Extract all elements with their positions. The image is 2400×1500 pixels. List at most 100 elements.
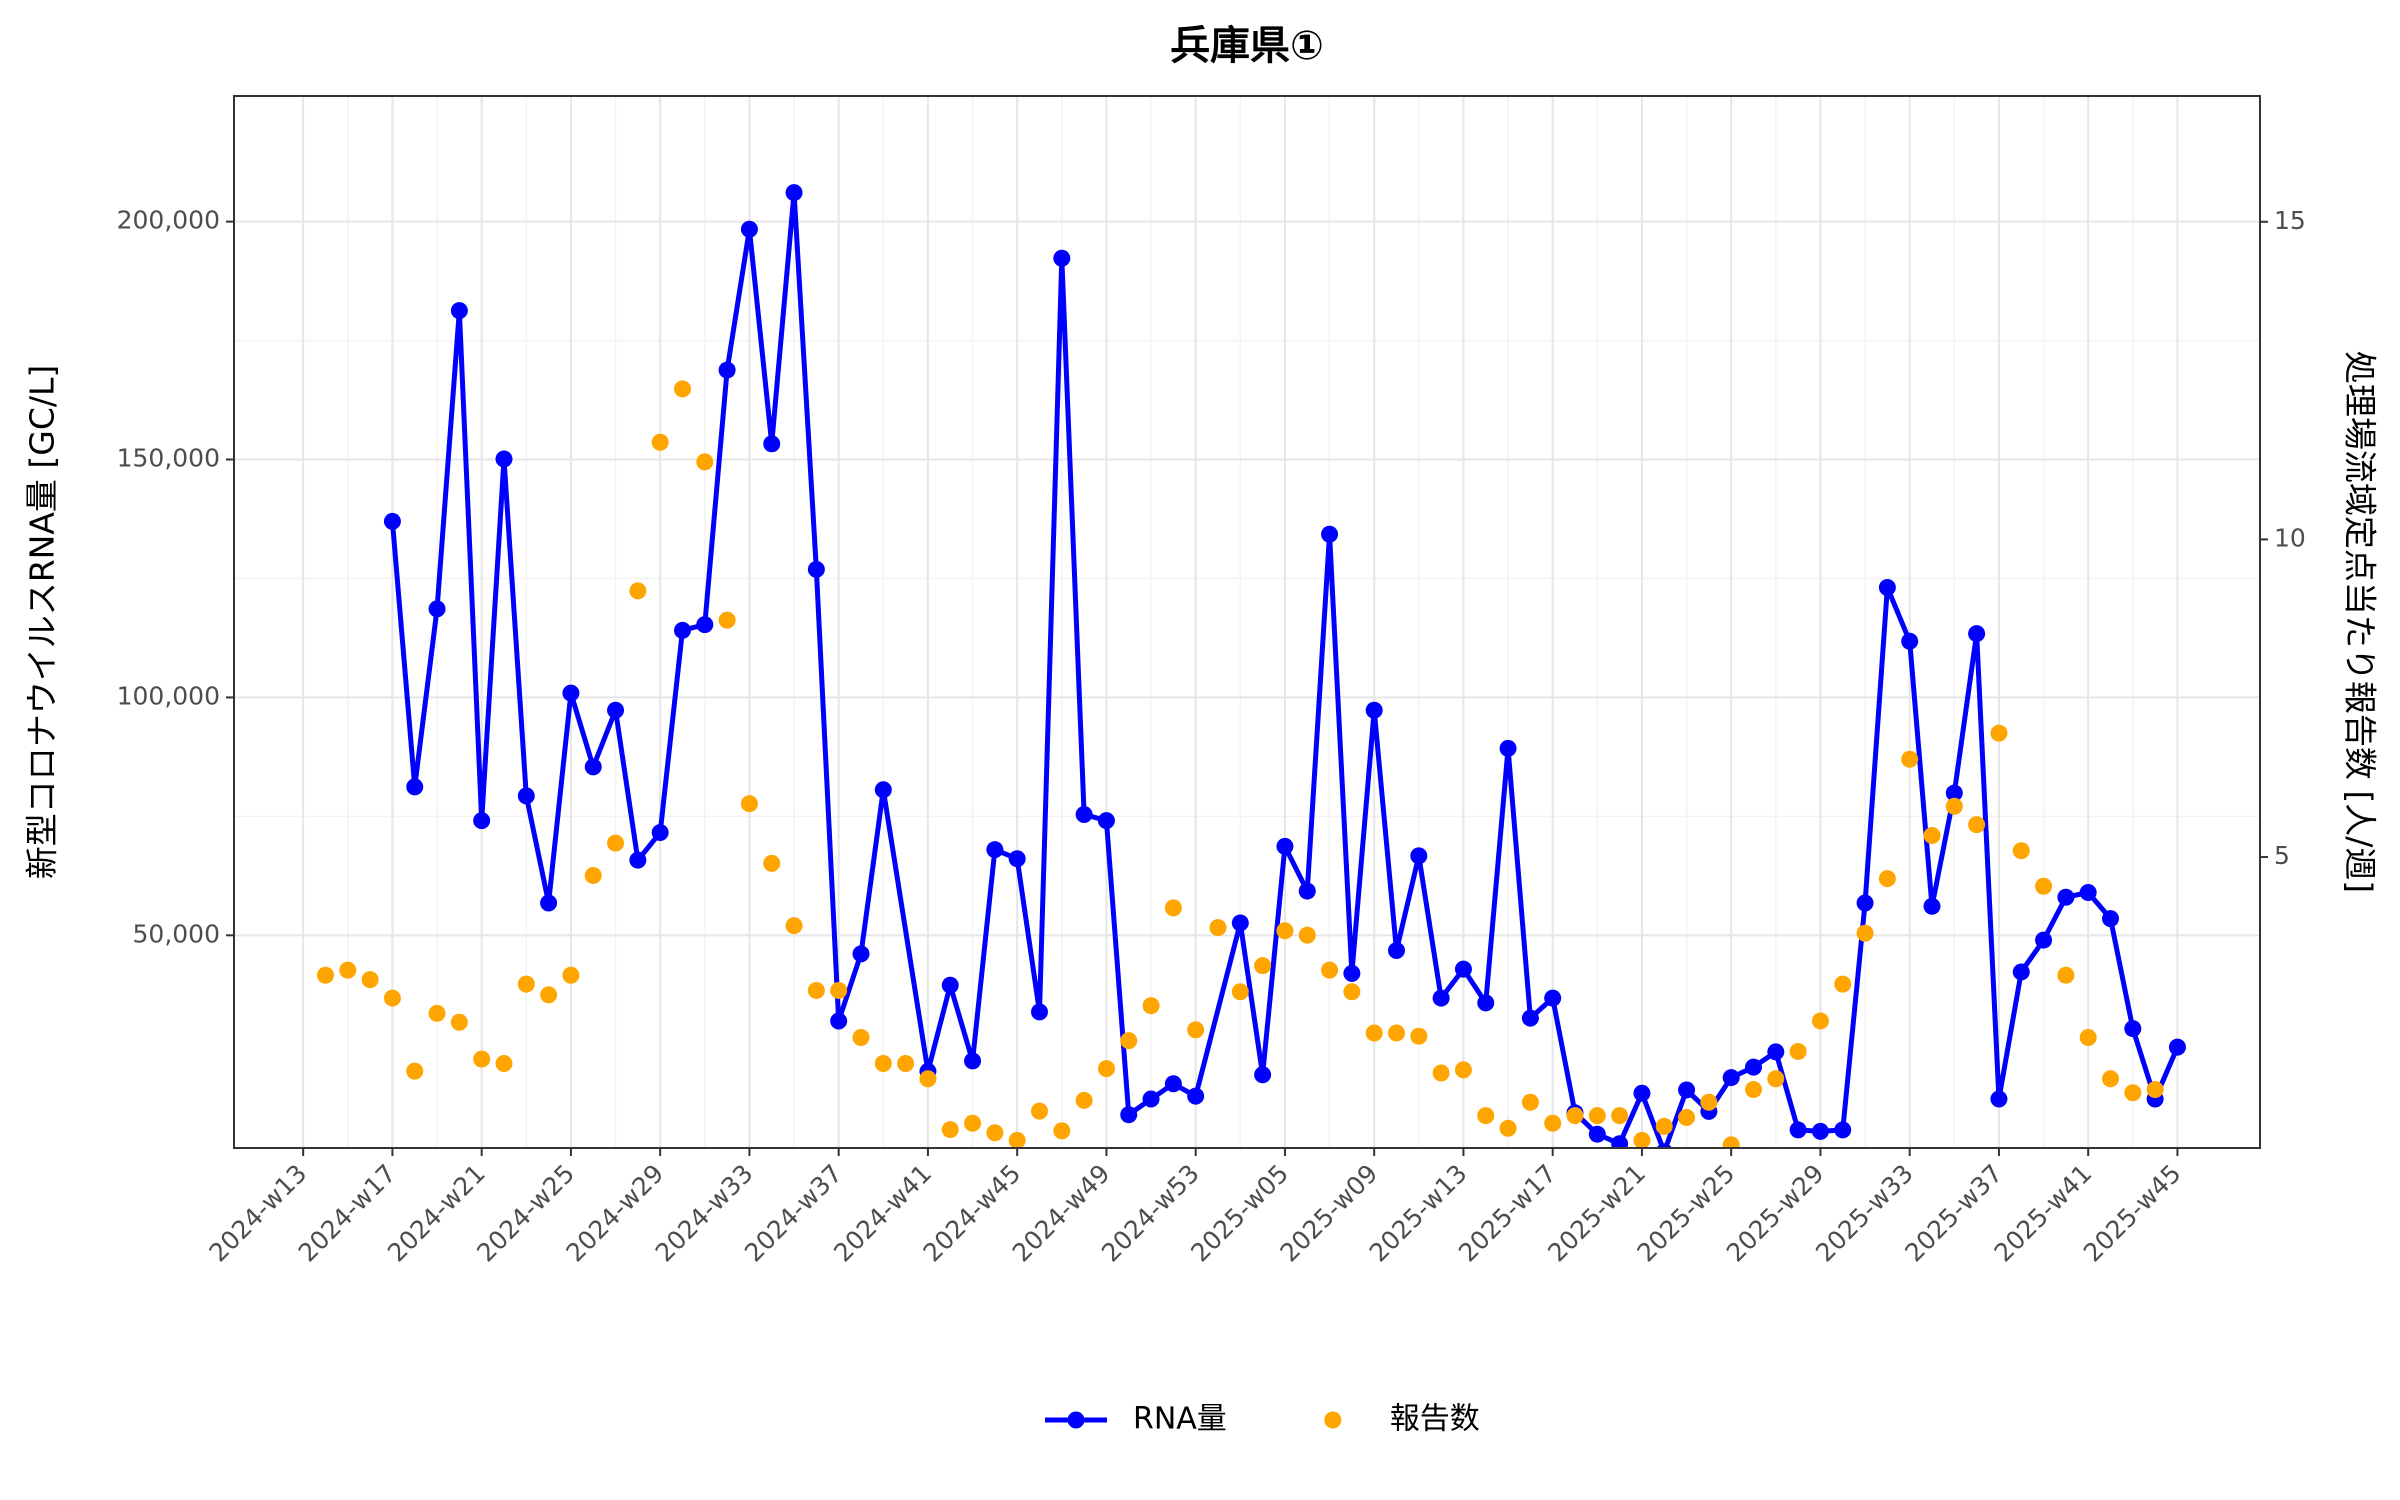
- data-point: [1968, 625, 1986, 643]
- data-point: [2102, 1070, 2120, 1088]
- data-point: [495, 1055, 513, 1073]
- data-point: [1097, 1060, 1115, 1078]
- data-point: [1343, 964, 1361, 982]
- y-tick-label: 100,000: [117, 681, 220, 710]
- data-point: [2124, 1020, 2142, 1038]
- data-point: [1678, 1081, 1696, 1099]
- data-point: [1633, 1131, 1651, 1148]
- y2-tick-label: 15: [2274, 206, 2306, 235]
- data-point: [2102, 910, 2120, 928]
- data-point: [1075, 805, 1093, 823]
- data-point: [740, 795, 758, 813]
- data-point: [696, 453, 714, 471]
- data-point: [1254, 1066, 1272, 1084]
- data-point: [1499, 1119, 1517, 1137]
- data-point: [1655, 1117, 1673, 1135]
- data-point: [2079, 1028, 2097, 1046]
- data-point: [673, 621, 691, 639]
- data-point: [2146, 1081, 2164, 1099]
- data-point: [1187, 1021, 1205, 1039]
- data-point: [629, 851, 647, 869]
- data-point: [1588, 1107, 1606, 1125]
- data-point: [1477, 1107, 1495, 1125]
- data-point: [964, 1114, 982, 1132]
- data-point: [1231, 914, 1249, 932]
- data-point: [1878, 579, 1896, 597]
- data-point: [1053, 1122, 1071, 1140]
- data-point: [830, 981, 848, 999]
- data-point: [1722, 1069, 1740, 1087]
- legend-marker: [1067, 1411, 1085, 1429]
- data-point: [406, 1062, 424, 1080]
- chart-title: 兵庫県①: [1170, 23, 1324, 69]
- data-point: [651, 433, 669, 451]
- data-point: [1789, 1042, 1807, 1060]
- data-point: [1075, 1091, 1093, 1109]
- data-point: [941, 1121, 959, 1139]
- legend: RNA量 報告数: [1045, 1402, 1480, 1437]
- data-point: [2035, 877, 2053, 895]
- data-point: [1656, 1143, 1672, 1148]
- data-point: [316, 966, 334, 984]
- data-point: [1432, 989, 1450, 1007]
- data-point: [1722, 1136, 1740, 1148]
- data-point: [919, 1070, 937, 1088]
- data-point: [1321, 525, 1339, 543]
- data-point: [2012, 842, 2030, 860]
- legend-marker: [1324, 1411, 1342, 1429]
- y2-tick-label: 10: [2274, 523, 2306, 552]
- data-point: [2035, 931, 2053, 949]
- data-point: [1990, 1090, 2008, 1108]
- data-point: [1968, 816, 1986, 834]
- data-point: [1856, 924, 1874, 942]
- data-point: [1164, 1075, 1182, 1093]
- data-point: [2168, 1038, 2186, 1056]
- y-tick-label: 50,000: [133, 919, 220, 948]
- data-point: [1254, 957, 1272, 975]
- data-point: [428, 1004, 446, 1022]
- data-point: [1321, 961, 1339, 979]
- data-point: [852, 1028, 870, 1046]
- data-point: [651, 824, 669, 842]
- data-point: [629, 582, 647, 600]
- data-point: [607, 834, 625, 852]
- data-point: [339, 961, 357, 979]
- data-point: [1611, 1135, 1629, 1148]
- data-point: [1298, 926, 1316, 944]
- data-point: [1745, 1058, 1762, 1076]
- data-point: [1365, 701, 1383, 719]
- data-point: [696, 616, 714, 634]
- data-point: [1231, 983, 1249, 1001]
- data-point: [763, 854, 781, 872]
- data-point: [1745, 1081, 1762, 1099]
- data-point: [1945, 797, 1963, 815]
- data-point: [2057, 966, 2075, 984]
- data-point: [1276, 837, 1294, 855]
- data-point: [2124, 1084, 2142, 1102]
- data-point: [1343, 983, 1361, 1001]
- data-point: [540, 986, 558, 1004]
- y2-tick-label: 5: [2274, 841, 2290, 870]
- data-point: [1834, 975, 1852, 993]
- data-point: [1499, 739, 1517, 757]
- data-point: [1477, 994, 1495, 1012]
- data-point: [1164, 899, 1182, 917]
- data-point: [1544, 989, 1562, 1007]
- data-point: [517, 975, 535, 993]
- legend-label: 報告数: [1390, 1402, 1480, 1437]
- data-point: [1387, 942, 1405, 960]
- data-point: [495, 450, 513, 468]
- data-point: [1633, 1084, 1651, 1102]
- data-point: [1588, 1125, 1606, 1143]
- data-point: [874, 781, 892, 799]
- data-point: [1008, 850, 1026, 868]
- data-point: [450, 302, 468, 320]
- data-point: [1878, 870, 1896, 888]
- y-tick-label: 200,000: [117, 206, 220, 235]
- data-point: [1142, 997, 1160, 1015]
- data-point: [718, 361, 736, 379]
- data-point: [1767, 1070, 1785, 1088]
- data-point: [383, 989, 401, 1007]
- data-point: [1187, 1087, 1205, 1105]
